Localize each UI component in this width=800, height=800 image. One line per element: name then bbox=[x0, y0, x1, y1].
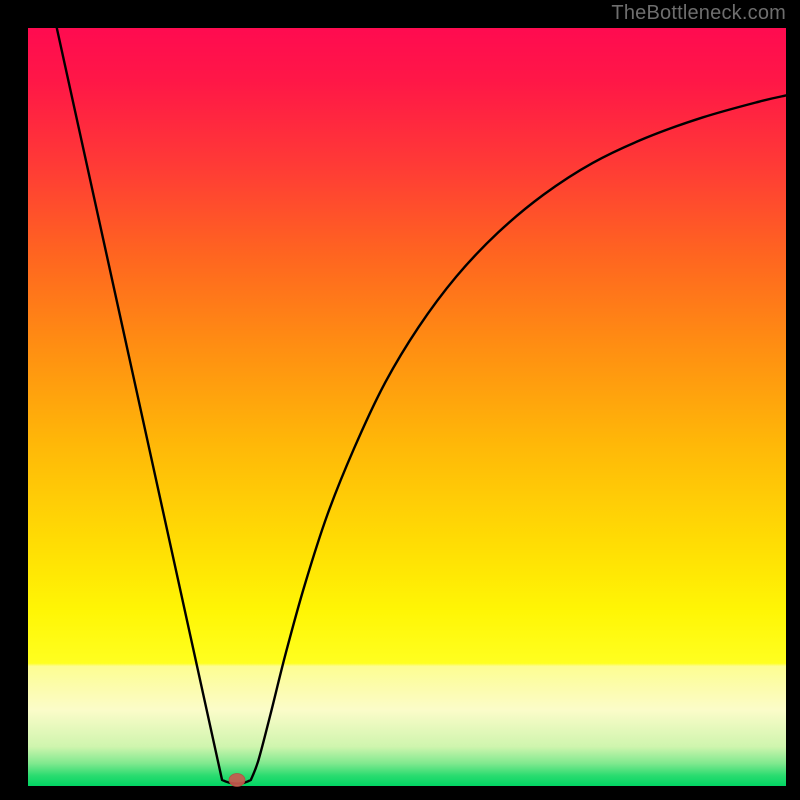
watermark-text: TheBottleneck.com bbox=[611, 2, 786, 25]
optimum-marker bbox=[227, 771, 247, 788]
bottleneck-curve bbox=[57, 28, 786, 784]
chart-container: TheBottleneck.com bbox=[0, 0, 800, 800]
optimum-marker-ellipse bbox=[229, 773, 245, 786]
plot-area bbox=[28, 28, 786, 786]
plot-svg bbox=[28, 28, 786, 786]
